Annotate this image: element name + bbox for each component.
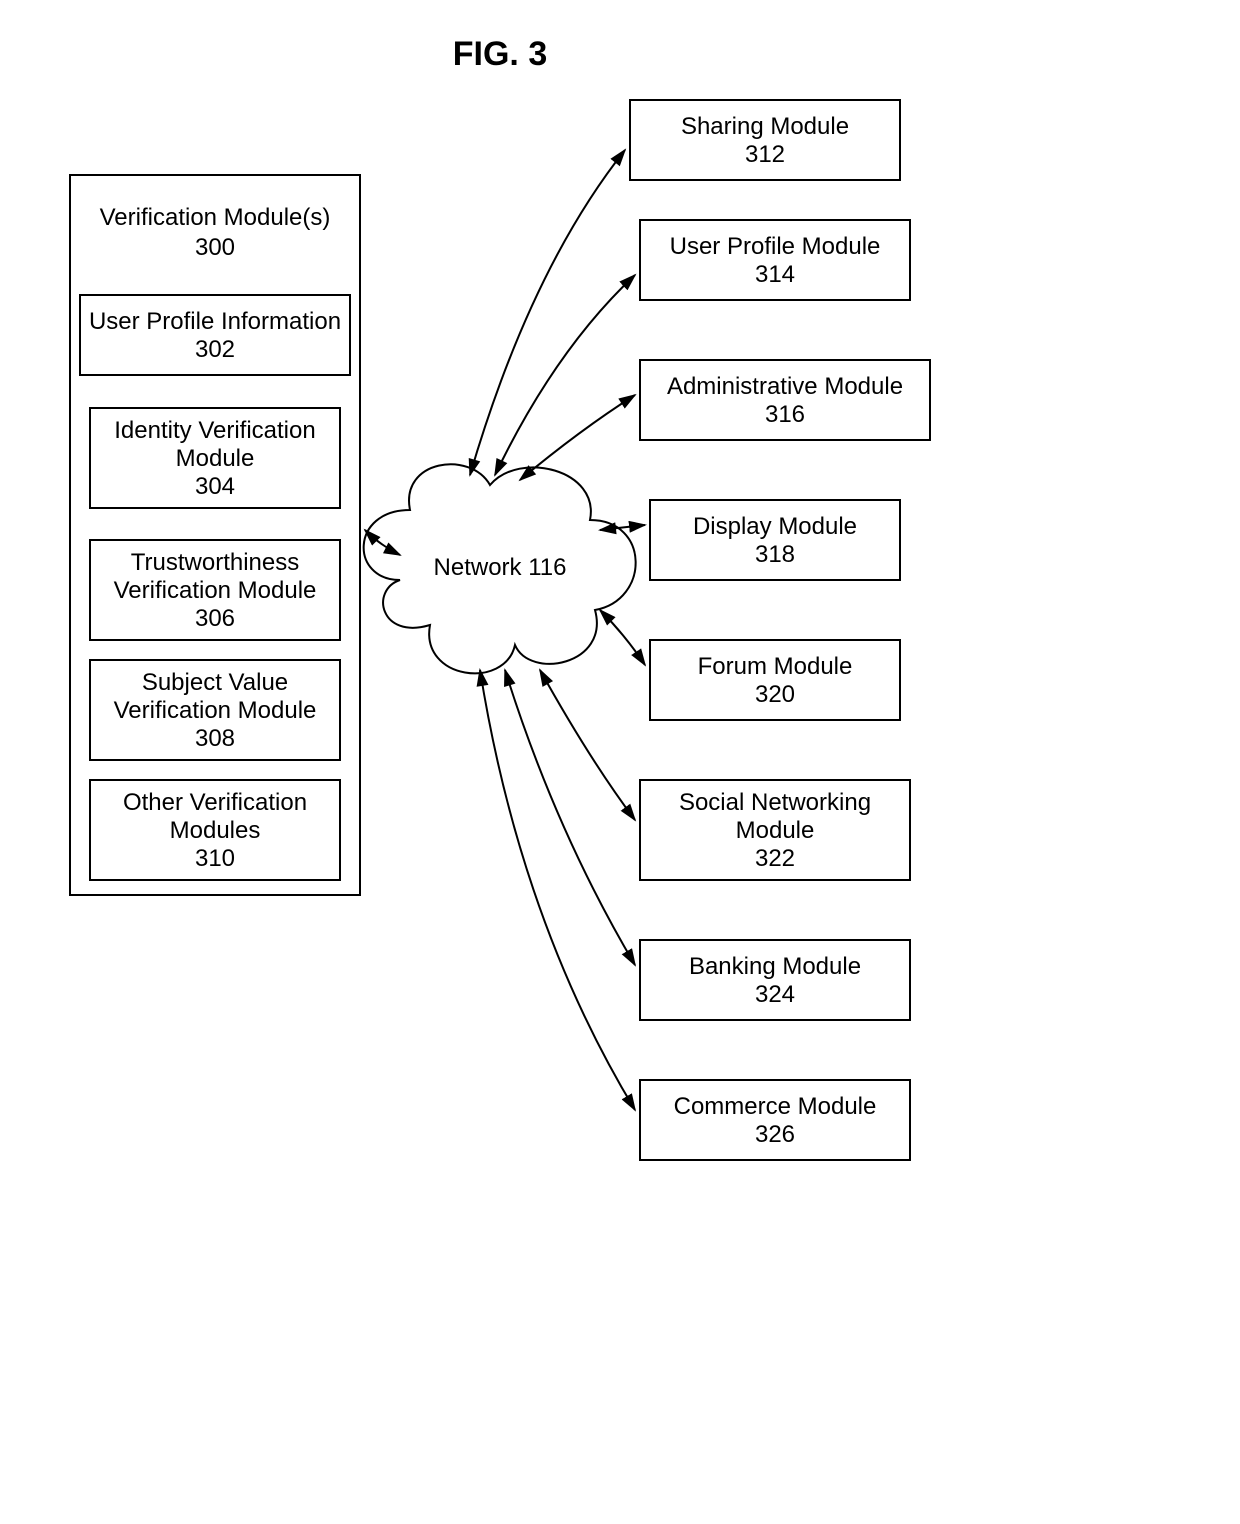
arrow-to-commerce xyxy=(480,670,635,1110)
administrative-label-1: 316 xyxy=(765,401,805,428)
identity-verification-label-2: 304 xyxy=(195,473,235,500)
commerce-label-1: 326 xyxy=(755,1121,795,1148)
subject-value-box: Subject ValueVerification Module308 xyxy=(90,660,340,760)
other-verification-label-0: Other Verification xyxy=(123,789,307,816)
banking-label-0: Banking Module xyxy=(689,953,861,980)
user-profile-info-label-0: User Profile Information xyxy=(89,308,341,335)
identity-verification-label-1: Module xyxy=(176,445,255,472)
verification-header-2: 300 xyxy=(195,234,235,261)
forum-label-0: Forum Module xyxy=(698,653,853,680)
identity-verification-label-0: Identity Verification xyxy=(114,417,315,444)
forum-label-1: 320 xyxy=(755,681,795,708)
network-label: Network 116 xyxy=(434,554,567,581)
forum-box: Forum Module320 xyxy=(650,640,900,720)
commerce-box: Commerce Module326 xyxy=(640,1080,910,1160)
social-networking-label-1: Module xyxy=(736,817,815,844)
trustworthiness-box: TrustworthinessVerification Module306 xyxy=(90,540,340,640)
identity-verification-box: Identity VerificationModule304 xyxy=(90,408,340,508)
sharing-label-0: Sharing Module xyxy=(681,113,849,140)
subject-value-label-0: Subject Value xyxy=(142,669,288,696)
network-cloud: Network 116 xyxy=(364,464,636,673)
subject-value-label-1: Verification Module xyxy=(114,697,317,724)
arrow-to-social xyxy=(540,670,635,820)
user-profile-module-box: User Profile Module314 xyxy=(640,220,910,300)
arrow-to-sharing xyxy=(470,150,625,475)
social-networking-box: Social NetworkingModule322 xyxy=(640,780,910,880)
figure-title: FIG. 3 xyxy=(453,35,547,73)
sharing-box: Sharing Module312 xyxy=(630,100,900,180)
subject-value-label-2: 308 xyxy=(195,725,235,752)
other-verification-box: Other VerificationModules310 xyxy=(90,780,340,880)
user-profile-info-box: User Profile Information302 xyxy=(80,295,350,375)
display-label-1: 318 xyxy=(755,541,795,568)
other-verification-label-2: 310 xyxy=(195,845,235,872)
trustworthiness-label-1: Verification Module xyxy=(114,577,317,604)
commerce-label-0: Commerce Module xyxy=(674,1093,877,1120)
arrow-to-forum xyxy=(600,610,645,665)
arrow-to-banking xyxy=(505,670,635,965)
other-verification-label-1: Modules xyxy=(170,817,261,844)
display-label-0: Display Module xyxy=(693,513,857,540)
user-profile-module-label-0: User Profile Module xyxy=(670,233,881,260)
administrative-label-0: Administrative Module xyxy=(667,373,903,400)
social-networking-label-0: Social Networking xyxy=(679,789,871,816)
banking-box: Banking Module324 xyxy=(640,940,910,1020)
administrative-box: Administrative Module316 xyxy=(640,360,930,440)
user-profile-module-label-1: 314 xyxy=(755,261,795,288)
trustworthiness-label-0: Trustworthiness xyxy=(131,549,300,576)
sharing-label-1: 312 xyxy=(745,141,785,168)
social-networking-label-2: 322 xyxy=(755,845,795,872)
display-box: Display Module318 xyxy=(650,500,900,580)
banking-label-1: 324 xyxy=(755,981,795,1008)
verification-header-1: Verification Module(s) xyxy=(100,204,331,231)
figure-diagram: FIG. 3 Verification Module(s) 300 User P… xyxy=(0,0,1240,1524)
user-profile-info-label-1: 302 xyxy=(195,336,235,363)
trustworthiness-label-2: 306 xyxy=(195,605,235,632)
